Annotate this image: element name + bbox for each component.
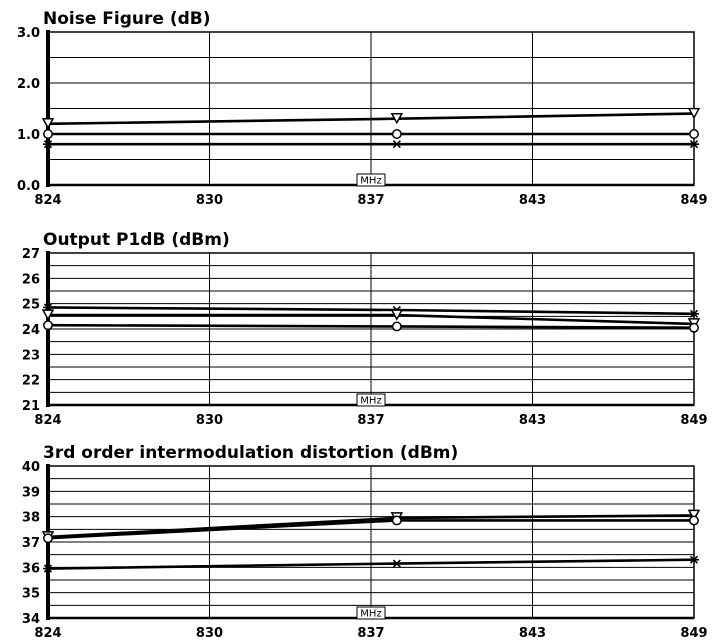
chart-3-series-3-asterisk-marker xyxy=(391,559,402,568)
chart-2-unit-box xyxy=(356,393,386,407)
chart-3-series-2-circle-marker xyxy=(689,515,699,526)
chart-2-series-3-circle-marker xyxy=(43,320,53,331)
chart-2-x-tick-label: 837 xyxy=(357,413,384,428)
chart-3-y-tick-label: 40 xyxy=(22,460,40,475)
chart-1-series-3-asterisk-marker xyxy=(391,140,402,149)
chart-1-x-tick-label: 843 xyxy=(519,193,546,208)
chart-3-x-tick-label: 830 xyxy=(196,626,223,641)
chart-3-series-1-triangle-marker xyxy=(687,509,701,521)
chart-1-series-2-circle-marker xyxy=(43,129,53,139)
chart-2-title: Output P1dB (dBm) xyxy=(43,230,230,250)
chart-2-x-tick-label: 824 xyxy=(34,413,61,428)
chart-3-x-tick-label: 824 xyxy=(34,626,61,641)
chart-3-unit-label: MHz xyxy=(360,609,381,620)
chart-1-series-3-asterisk-marker xyxy=(43,140,53,149)
chart-2-y-tick-label: 23 xyxy=(22,348,40,363)
chart-2-series-3-circle-marker xyxy=(391,321,402,332)
chart-3-series-3-asterisk-marker xyxy=(689,555,699,564)
chart-1-title: Noise Figure (dB) xyxy=(43,9,211,29)
chart-3-y-tick-label: 39 xyxy=(22,485,40,500)
chart-3-series-2-circle-marker xyxy=(391,515,402,526)
chart-2-series-2-triangle-marker xyxy=(390,309,404,321)
chart-3-x-tick-label: 849 xyxy=(680,626,707,641)
chart-3-y-tick-label: 38 xyxy=(22,511,40,526)
chart-3-y-tick-label: 37 xyxy=(22,536,40,551)
chart-2-series-3-circle-marker xyxy=(689,322,699,333)
chart-3-title: 3rd order intermodulation distortion (dB… xyxy=(43,443,458,463)
chart-2-unit-label: MHz xyxy=(360,396,381,407)
chart-2-y-tick-label: 21 xyxy=(22,399,40,414)
chart-3-x-tick-label: 843 xyxy=(519,626,546,641)
chart-1-y-tick-label: 0.0 xyxy=(17,179,40,194)
chart-1-x-tick-label: 837 xyxy=(357,193,384,208)
chart-3-y-tick-label: 34 xyxy=(22,612,40,627)
chart-2-series-2-triangle-marker xyxy=(41,309,55,321)
chart-1-unit-label: MHz xyxy=(360,176,381,187)
chart-3-series-2-circle-marker xyxy=(43,533,53,544)
chart-2-y-tick-label: 22 xyxy=(22,374,40,389)
chart-1-series-1-triangle-marker xyxy=(41,118,55,130)
chart-3-unit-box xyxy=(356,606,386,620)
chart-2-x-tick-label: 849 xyxy=(680,413,707,428)
chart-1-y-tick-label: 2.0 xyxy=(17,77,40,92)
chart-2-y-tick-label: 24 xyxy=(22,323,40,338)
chart-1-x-tick-label: 824 xyxy=(34,193,61,208)
chart-1-series-1-triangle-marker xyxy=(390,112,404,125)
chart-2-series-1-asterisk-marker xyxy=(689,309,699,318)
chart-3-y-tick-label: 36 xyxy=(22,561,40,576)
chart-3-y-tick-label: 35 xyxy=(22,587,40,602)
chart-2-y-tick-label: 25 xyxy=(22,298,40,313)
chart-1-x-tick-label: 830 xyxy=(196,193,223,208)
chart-2-y-tick-label: 27 xyxy=(22,247,40,262)
chart-1-series-1-triangle-marker xyxy=(687,107,701,120)
chart-1-y-tick-label: 3.0 xyxy=(17,26,40,41)
chart-1-y-tick-label: 1.0 xyxy=(17,128,40,143)
chart-2-y-tick-label: 26 xyxy=(22,272,40,287)
chart-1-series-3-asterisk-marker xyxy=(689,140,699,149)
chart-1-x-tick-label: 849 xyxy=(680,193,707,208)
chart-3-x-tick-label: 837 xyxy=(357,626,384,641)
chart-2-x-tick-label: 830 xyxy=(196,413,223,428)
chart-2-x-tick-label: 843 xyxy=(519,413,546,428)
chart-1-series-2-circle-marker xyxy=(689,129,699,139)
chart-3-series-3-asterisk-marker xyxy=(43,564,53,573)
chart-1-series-2-circle-marker xyxy=(391,129,402,139)
chart-1-unit-box xyxy=(356,173,386,187)
